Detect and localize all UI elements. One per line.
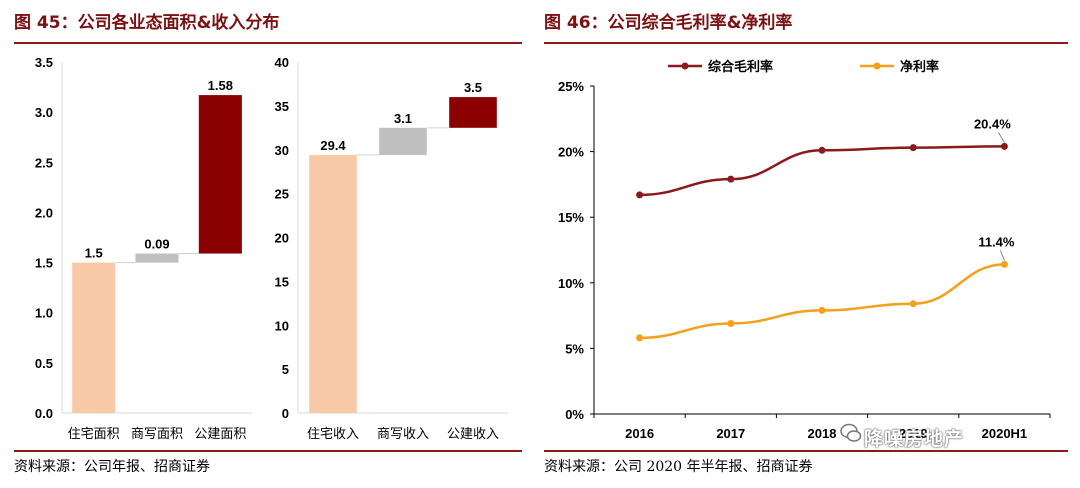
x-tick-label-area: 公建面积 (194, 426, 246, 441)
x-tick-label-income: 商写收入 (377, 426, 429, 441)
y-tick-label-income: 25 (275, 187, 289, 202)
series-point-0-1 (727, 175, 735, 183)
line-y-tick-label: 0% (565, 407, 584, 422)
y-tick-label-income: 35 (275, 99, 289, 114)
wechat-icon (840, 423, 862, 442)
line-y-tick-label: 5% (565, 341, 584, 356)
legend-label-1: 净利率 (900, 59, 939, 74)
series-line-1 (639, 263, 1005, 340)
series-point-1-3 (909, 300, 917, 308)
y-tick-label-income: 20 (275, 231, 289, 246)
legend-marker-1 (873, 62, 881, 70)
legend-marker-0 (681, 62, 689, 70)
data-label-income-1: 3.1 (394, 111, 412, 126)
x-tick-label-area: 住宅面积 (68, 426, 120, 441)
y-tick-label-area: 2.5 (35, 155, 53, 170)
left-source-rule (14, 450, 522, 452)
line-x-tick-label: 2019 (899, 426, 928, 441)
bar-income-1 (379, 127, 427, 156)
line-x-tick-label: 2017 (716, 426, 745, 441)
line-x-tick-label: 2020H1 (982, 426, 1028, 441)
y-tick-label-income: 5 (282, 362, 289, 377)
bar-area-0 (72, 262, 116, 413)
y-tick-label-area: 2.0 (35, 205, 53, 220)
annotation-leader-gross (997, 132, 1005, 143)
y-tick-label-area: 3.5 (35, 55, 53, 70)
series-point-1-1 (727, 319, 735, 327)
right-source-rule (544, 450, 1068, 452)
data-label-area-2: 1.58 (208, 78, 233, 93)
legend-label-0: 综合毛利率 (708, 59, 773, 74)
series-point-0-4 (1000, 142, 1008, 150)
right-figure-title: 图 46：公司综合毛利率&净利率 (544, 13, 793, 33)
x-tick-label-area: 商写面积 (131, 426, 183, 441)
series-point-1-4 (1000, 260, 1008, 268)
data-label-income-2: 3.5 (464, 80, 482, 95)
line-y-tick-label: 10% (558, 276, 584, 291)
line-y-tick-label: 25% (558, 79, 584, 94)
right-title-rule (544, 42, 1068, 44)
y-tick-label-area: 0.0 (35, 406, 53, 421)
left-title-rule (14, 42, 522, 44)
line-x-tick-label: 2018 (808, 426, 837, 441)
annotation-gross: 20.4% (974, 116, 1011, 131)
y-tick-label-area: 3.0 (35, 105, 53, 120)
data-label-income-0: 29.4 (320, 138, 346, 153)
y-tick-label-income: 30 (275, 143, 289, 158)
y-tick-label-income: 10 (275, 318, 289, 333)
data-label-area-0: 1.5 (85, 246, 103, 261)
x-tick-label-income: 住宅收入 (307, 426, 359, 441)
data-label-area-1: 0.09 (144, 237, 169, 252)
line-x-tick-label: 2016 (625, 426, 654, 441)
line-y-tick-label: 20% (558, 145, 584, 160)
series-point-0-0 (636, 191, 644, 199)
series-point-1-0 (636, 334, 644, 342)
y-tick-label-income: 40 (275, 55, 289, 70)
bar-income-0 (309, 155, 357, 413)
x-tick-label-income: 公建收入 (447, 426, 499, 441)
left-source: 资料来源：公司年报、招商证券 (14, 459, 210, 475)
annotation-leader-net (999, 250, 1005, 261)
y-tick-label-area: 0.5 (35, 356, 53, 371)
y-tick-label-area: 1.5 (35, 256, 53, 271)
y-tick-label-income: 0 (282, 406, 289, 421)
y-tick-label-area: 1.0 (35, 306, 53, 321)
series-point-0-2 (818, 146, 826, 154)
left-figure-title: 图 45：公司各业态面积&收入分布 (14, 13, 280, 33)
right-source: 资料来源：公司 2020 年半年报、招商证券 (544, 459, 813, 475)
series-point-1-2 (818, 306, 826, 314)
watermark: 降噪房地产 (864, 428, 965, 450)
series-point-0-3 (909, 144, 917, 152)
line-y-tick-label: 15% (558, 210, 584, 225)
annotation-net: 11.4% (978, 234, 1015, 249)
bar-area-2 (198, 95, 242, 254)
y-tick-label-income: 15 (275, 274, 289, 289)
bar-area-1 (135, 253, 179, 263)
bar-income-2 (449, 97, 497, 128)
